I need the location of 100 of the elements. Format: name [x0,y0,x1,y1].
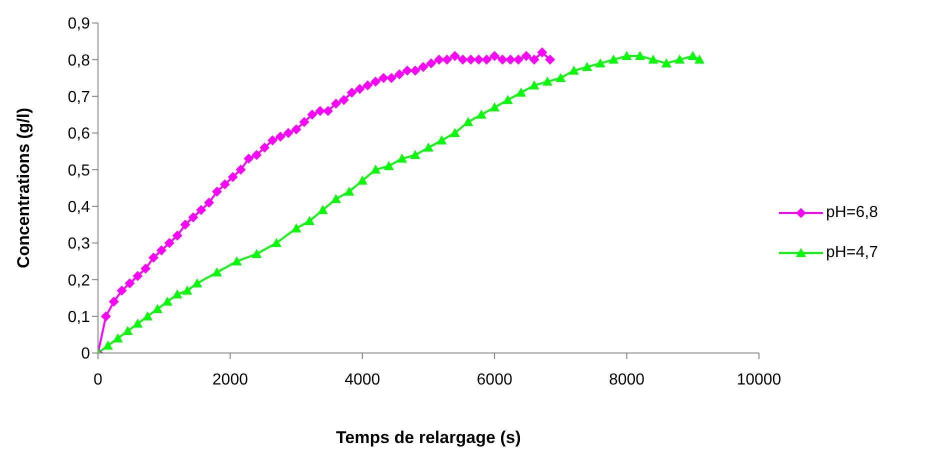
y-tick-label: 0 [81,346,90,363]
y-tick-label: 0,6 [68,126,90,143]
y-tick-label: 0,4 [68,199,90,216]
point [434,54,444,65]
point [212,186,222,197]
point [323,106,334,116]
point [513,54,524,65]
point [394,69,404,80]
point [252,150,262,160]
point [307,110,318,120]
y-tick-label: 0,3 [68,236,90,253]
y-tick-label: 0,7 [68,89,90,106]
point [568,66,579,75]
point [275,132,286,142]
point [236,164,246,175]
point [622,51,632,60]
point [148,252,159,263]
point [100,311,111,322]
point [450,128,460,137]
point [498,54,508,65]
point [436,135,447,144]
point [318,205,328,214]
x-axis-title: Temps de relargage (s) [336,428,521,448]
point [450,51,460,61]
point [271,238,282,247]
point [142,311,153,320]
y-tick-label: 0,9 [68,16,90,33]
point [502,95,513,104]
point [132,271,143,281]
point [397,154,408,163]
point [357,176,368,185]
point [688,51,698,60]
point [634,51,645,60]
x-tick-label: 2000 [212,371,248,388]
legend-label: pH=4,7 [826,244,878,262]
point [212,267,222,276]
point [204,198,214,208]
y-tick-label: 0,5 [68,162,90,180]
point [228,172,238,182]
point [529,54,540,65]
point [304,216,315,225]
point [267,135,278,146]
point [426,58,436,68]
point [694,54,704,64]
point [463,117,474,126]
point [220,179,230,190]
point [299,117,310,127]
point [378,73,389,83]
y-tick-label: 0,2 [68,272,90,290]
point [521,51,532,61]
point [260,142,270,153]
point [112,333,123,342]
point [244,154,254,164]
point [152,304,162,313]
point [674,54,685,64]
point [418,62,428,72]
point [354,84,365,94]
point [108,296,119,307]
point [252,249,262,258]
point [370,76,381,87]
legend-label: pH=6,8 [826,204,878,222]
point [402,66,412,76]
point [291,124,302,134]
point [410,66,420,76]
point [362,80,373,90]
point [482,54,492,65]
point [505,54,516,65]
point [116,286,127,296]
x-tick-label: 6000 [476,371,512,388]
point [384,161,394,170]
point [330,194,341,203]
x-tick-label: 0 [94,371,103,388]
x-tick-label: 10000 [736,371,782,388]
point [330,98,341,109]
point [474,54,484,65]
point [476,110,486,119]
point [338,95,349,105]
point [516,88,526,97]
point [182,286,192,295]
point [386,73,396,83]
point [545,54,556,65]
point [283,128,294,138]
point [196,205,206,215]
point [156,245,166,256]
point [423,142,434,152]
point [344,186,354,196]
point [582,62,592,71]
point [140,264,151,274]
point [537,47,548,58]
point [529,80,540,90]
point [490,102,500,112]
point [162,296,172,306]
point [192,278,202,288]
point [490,51,500,61]
point [164,238,174,248]
point [466,54,476,65]
point [608,54,619,64]
point [172,230,182,241]
point [315,106,326,116]
x-tick-label: 8000 [608,371,645,388]
